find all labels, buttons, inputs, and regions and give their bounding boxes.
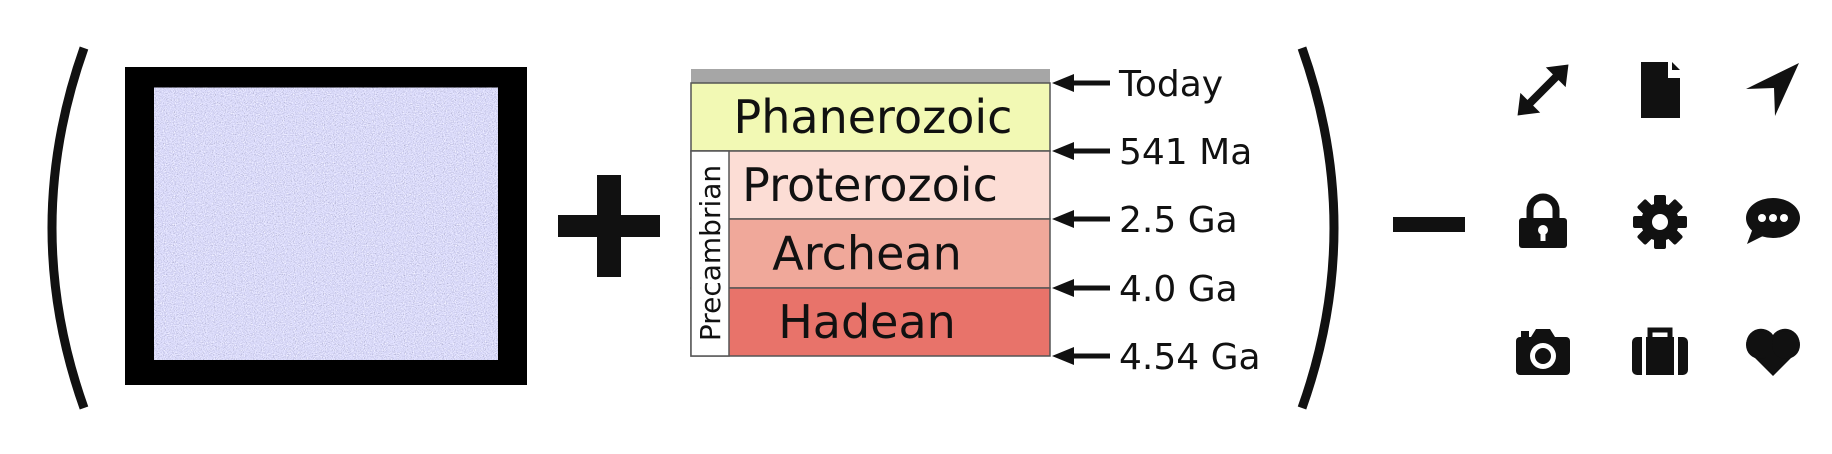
boundary-label: Today <box>1118 64 1223 105</box>
boundary-arrow-head <box>1052 210 1074 228</box>
boundary-arrow-shaft <box>1068 80 1110 86</box>
minus-sign <box>1393 217 1465 232</box>
right-parenthesis <box>1297 46 1339 410</box>
precambrian-label: Precambrian <box>694 165 727 341</box>
boundary-arrow-head <box>1052 74 1074 92</box>
boundary-label: 541 Ma <box>1119 132 1252 173</box>
plus-sign <box>558 175 660 277</box>
geologic-timescale: Phanerozoic Proterozoic Archean Hadean Prec… <box>690 64 1261 378</box>
tv-static-image <box>125 67 527 385</box>
speech-bubble-icon <box>1746 198 1800 244</box>
boundary-marker: 4.54 Ga <box>1052 337 1261 378</box>
boundary-label: 2.5 Ga <box>1119 200 1238 241</box>
era-label-phanerozoic: Phanerozoic <box>734 90 1013 144</box>
present-band <box>691 69 1050 83</box>
boundary-arrow-shaft <box>1068 353 1110 359</box>
boundary-arrow-shaft <box>1068 285 1110 291</box>
boundary-marker: 541 Ma <box>1052 132 1252 173</box>
era-label-proterozoic: Proterozoic <box>742 158 998 212</box>
boundary-marker: 4.0 Ga <box>1052 269 1238 310</box>
era-block-hadean <box>690 287 1051 357</box>
gear-icon <box>1633 195 1687 249</box>
precambrian-bracket <box>690 150 730 357</box>
era-label-archean: Archean <box>772 227 961 281</box>
expand-icon <box>1517 64 1569 116</box>
document-icon <box>1641 62 1680 118</box>
boundary-label: 4.54 Ga <box>1119 337 1261 378</box>
era-label-hadean: Hadean <box>778 295 956 349</box>
camera-icon <box>1516 329 1570 375</box>
boundary-marker: Today <box>1052 64 1223 105</box>
navigation-arrow-icon <box>1746 63 1799 116</box>
boundary-label: 4.0 Ga <box>1119 269 1238 310</box>
boundary-arrow-head <box>1052 142 1074 160</box>
icon-grid <box>1516 62 1800 376</box>
boundary-arrow-shaft <box>1068 148 1110 154</box>
boundary-arrow-head <box>1052 347 1074 365</box>
lock-icon <box>1519 193 1567 248</box>
boundary-marker: 2.5 Ga <box>1052 200 1238 241</box>
briefcase-icon <box>1632 327 1688 375</box>
boundary-arrow-head <box>1052 279 1074 297</box>
left-parenthesis <box>47 46 89 410</box>
heart-icon <box>1746 328 1800 376</box>
era-block-archean <box>690 218 1051 289</box>
boundary-arrow-shaft <box>1068 216 1110 222</box>
